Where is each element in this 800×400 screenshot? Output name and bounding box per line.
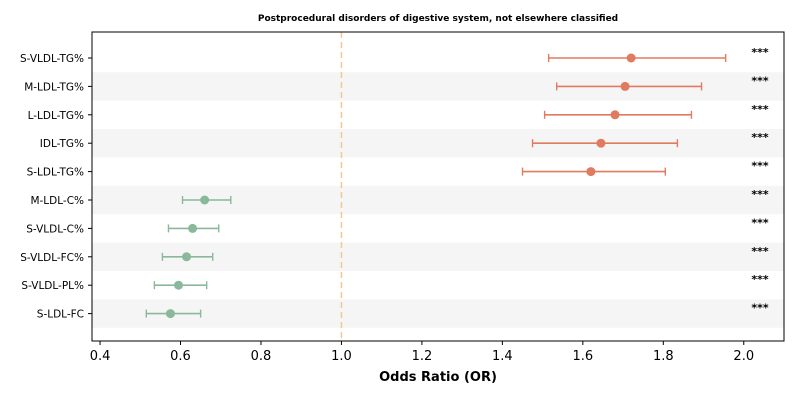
significance-label: *** <box>751 216 769 229</box>
forest-row: *** <box>555 74 769 91</box>
row-band <box>92 299 784 328</box>
x-tick-label: 0.4 <box>90 349 111 364</box>
forest-row: *** <box>521 160 769 177</box>
forest-row: *** <box>531 131 769 148</box>
or-point <box>586 167 596 177</box>
x-tick-label: 1.4 <box>492 349 513 364</box>
significance-label: *** <box>751 273 769 286</box>
forest-row: *** <box>153 273 769 290</box>
y-tick-label: S-LDL-TG% <box>27 167 84 179</box>
forest-row: *** <box>161 245 769 262</box>
significance-label: *** <box>751 131 769 144</box>
or-point <box>620 81 630 91</box>
y-tick-label: S-VLDL-PL% <box>21 280 84 292</box>
forest-row: *** <box>543 103 769 120</box>
forest-row: *** <box>145 302 769 319</box>
significance-label: *** <box>751 46 769 59</box>
or-point <box>165 309 175 319</box>
chart-title: Postprocedural disorders of digestive sy… <box>258 14 618 24</box>
significance-label: *** <box>751 188 769 201</box>
plot-frame <box>91 31 785 342</box>
x-tick-label: 0.8 <box>251 349 272 364</box>
y-tick-label: L-LDL-TG% <box>28 110 84 122</box>
y-tick-label: S-VLDL-C% <box>26 223 84 235</box>
forest-row: *** <box>181 188 769 205</box>
or-point <box>200 195 210 205</box>
y-tick-label: M-LDL-C% <box>30 195 84 207</box>
row-band <box>92 129 784 158</box>
x-tick-label: 0.6 <box>170 349 191 364</box>
or-point <box>610 110 620 120</box>
significance-label: *** <box>751 245 769 258</box>
x-tick-label: 2.0 <box>733 349 754 364</box>
or-point <box>174 280 183 290</box>
forest-row: *** <box>547 46 769 63</box>
significance-label: *** <box>751 160 769 173</box>
y-tick-label: S-VLDL-TG% <box>20 53 84 65</box>
significance-label: *** <box>751 103 769 116</box>
y-axis-labels: S-VLDL-TG% M-LDL-TG% L-LDL-TG% IDL-TG% S-LDL… <box>20 53 92 321</box>
forest-row: *** <box>167 216 769 233</box>
x-axis-title: Odds Ratio (OR) <box>379 370 497 385</box>
or-point <box>596 138 606 148</box>
x-tick-label: 1.0 <box>331 349 352 364</box>
significance-label: *** <box>751 302 769 315</box>
y-tick-label: S-LDL-FC <box>37 309 84 321</box>
x-axis: 0.4 0.6 0.8 1.0 1.2 1.4 1.6 1.8 2.0 <box>90 341 754 364</box>
forest-marks: *** *** *** *** *** *** *** *** *** *** <box>145 46 769 319</box>
significance-label: *** <box>751 74 769 87</box>
y-tick-label: IDL-TG% <box>40 138 84 150</box>
y-tick-label: M-LDL-TG% <box>24 81 84 93</box>
x-tick-label: 1.2 <box>412 349 433 364</box>
or-point <box>182 252 192 262</box>
y-tick-label: S-VLDL-FC% <box>20 252 84 264</box>
x-tick-label: 1.6 <box>572 349 593 364</box>
or-point <box>626 53 636 63</box>
x-tick-label: 1.8 <box>653 349 674 364</box>
or-point <box>188 223 198 233</box>
